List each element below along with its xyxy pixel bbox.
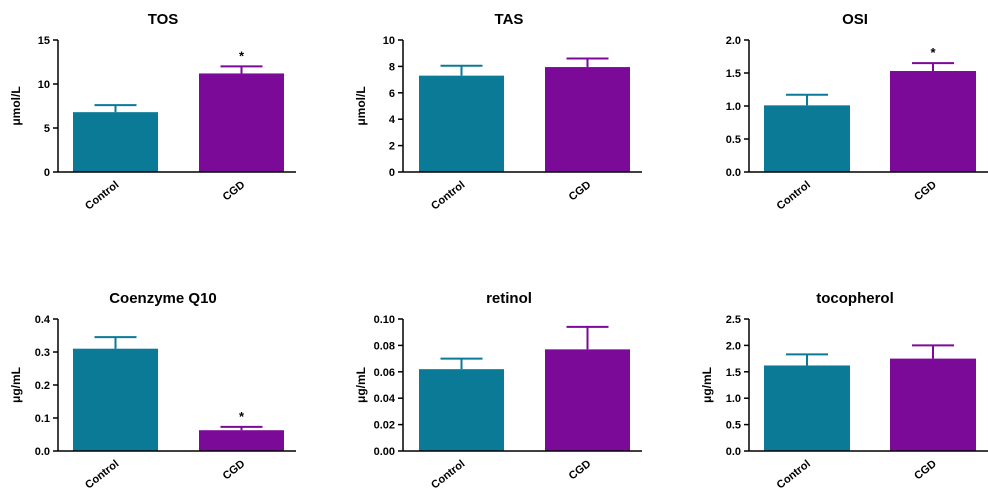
y-tick-label-1-4: 8 [389, 61, 395, 73]
y-tick-label-4-0: 0.00 [374, 446, 395, 458]
y-tick-label-2-4: 2.0 [726, 35, 741, 47]
category-label-3-0: Control [83, 458, 121, 491]
chart-title-1: TAS [495, 11, 524, 28]
chart-title-5: tocopherol [816, 290, 894, 307]
y-tick-label-1-0: 0 [389, 167, 395, 179]
y-tick-label-4-4: 0.08 [374, 340, 395, 352]
category-label-2-0: Control [775, 179, 813, 213]
bar-2-0 [764, 105, 850, 172]
y-tick-label-3-0: 0.0 [35, 446, 50, 458]
category-label-2-1: CGD [912, 179, 939, 204]
chart-title-3: Coenzyme Q10 [109, 290, 217, 307]
bar-1-1 [545, 67, 630, 172]
bar-5-0 [764, 365, 850, 451]
y-tick-label-5-0: 0.0 [726, 446, 741, 458]
bar-0-1 [199, 73, 284, 172]
y-tick-label-0-3: 15 [38, 35, 50, 47]
significance-marker-2-1: * [930, 45, 936, 60]
category-label-5-1: CGD [912, 458, 939, 483]
y-axis-label-3: μg/mL [9, 367, 23, 403]
y-tick-label-1-3: 6 [389, 88, 395, 100]
category-label-0-1: CGD [221, 179, 248, 204]
y-tick-label-5-4: 2.0 [726, 340, 741, 352]
bar-3-0 [73, 348, 158, 451]
category-label-4-0: Control [429, 458, 467, 491]
y-tick-label-3-1: 0.1 [35, 413, 50, 425]
y-axis-label-1: μmol/L [354, 86, 368, 125]
y-tick-label-5-3: 1.5 [726, 367, 741, 379]
chart-title-4: retinol [486, 290, 532, 307]
chart-title-2: OSI [842, 11, 868, 28]
y-tick-label-3-4: 0.4 [35, 314, 51, 326]
bar-2-1 [890, 71, 976, 172]
y-tick-label-3-3: 0.3 [35, 347, 50, 359]
y-tick-label-1-5: 10 [383, 35, 395, 47]
y-axis-label-0: μmol/L [9, 86, 23, 125]
bar-5-1 [890, 358, 976, 451]
bar-0-0 [73, 112, 158, 172]
category-label-5-0: Control [775, 458, 813, 491]
y-tick-label-2-0: 0.0 [726, 167, 741, 179]
y-tick-label-1-1: 2 [389, 141, 395, 153]
y-tick-label-0-2: 10 [38, 79, 50, 91]
bar-4-1 [545, 349, 630, 451]
bar-1-0 [419, 75, 504, 172]
chart-title-0: TOS [148, 11, 179, 28]
y-tick-label-5-2: 1.0 [726, 393, 741, 405]
bar-4-0 [419, 369, 504, 451]
y-tick-label-0-0: 0 [44, 167, 50, 179]
y-tick-label-5-1: 0.5 [726, 420, 741, 432]
y-tick-label-1-2: 4 [389, 114, 396, 126]
y-tick-label-4-3: 0.06 [374, 367, 395, 379]
category-label-1-0: Control [429, 179, 467, 213]
y-axis-label-4: μg/mL [354, 367, 368, 403]
category-label-0-0: Control [83, 179, 121, 213]
category-label-1-1: CGD [567, 179, 594, 204]
y-tick-label-3-2: 0.2 [35, 380, 50, 392]
significance-marker-3-1: * [239, 409, 245, 424]
y-tick-label-4-5: 0.10 [374, 314, 395, 326]
bar-3-1 [199, 430, 284, 451]
category-label-3-1: CGD [221, 458, 248, 483]
y-tick-label-2-1: 0.5 [726, 134, 741, 146]
y-tick-label-4-2: 0.04 [374, 393, 396, 405]
y-axis-label-5: μg/mL [700, 367, 714, 403]
significance-marker-0-1: * [239, 48, 245, 63]
category-label-4-1: CGD [567, 458, 594, 483]
y-tick-label-2-2: 1.0 [726, 101, 741, 113]
y-tick-label-5-5: 2.5 [726, 314, 741, 326]
y-tick-label-0-1: 5 [44, 123, 50, 135]
y-tick-label-4-1: 0.02 [374, 420, 395, 432]
y-tick-label-2-3: 1.5 [726, 68, 741, 80]
